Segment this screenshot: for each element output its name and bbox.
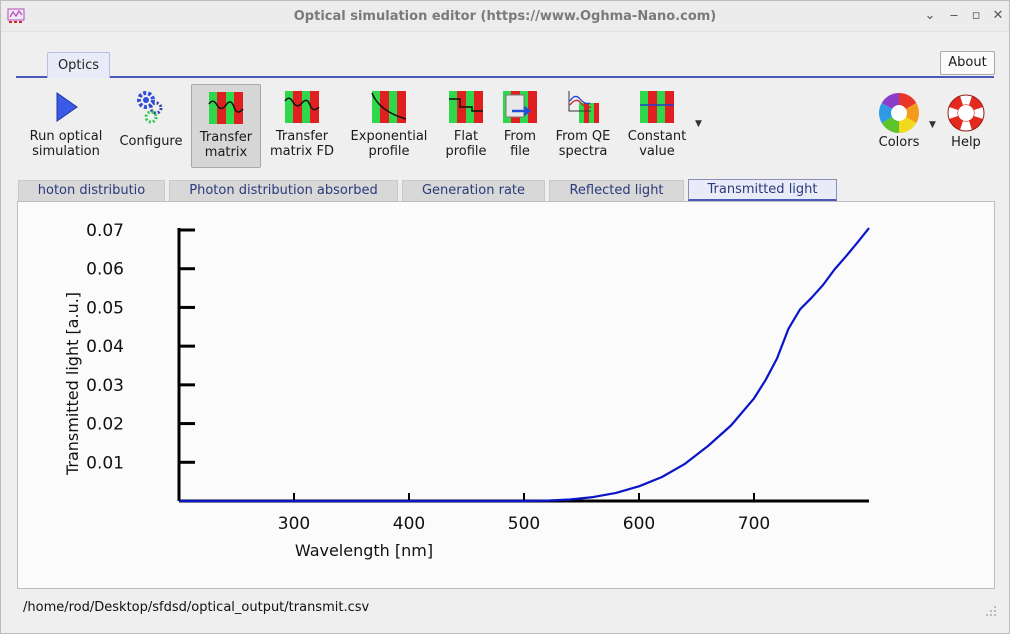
- color-wheel-icon: [879, 93, 919, 133]
- exponential-profile-label: Exponential profile: [350, 129, 428, 159]
- maximize-icon[interactable]: ▫: [971, 8, 981, 23]
- tab-generation-rate[interactable]: Generation rate: [402, 180, 545, 201]
- transfer-matrix-fd-label: Transfer matrix FD: [270, 129, 334, 159]
- constant-value-label: Constant value: [627, 129, 687, 159]
- x-tick-label: 500: [508, 514, 540, 534]
- transfer-matrix-fd-icon: [284, 91, 320, 123]
- transfer-matrix-button[interactable]: Transfer matrix: [191, 84, 261, 168]
- minimize-icon[interactable]: ‒: [949, 8, 959, 23]
- help-label: Help: [951, 135, 981, 150]
- from-file-button[interactable]: From file: [497, 84, 543, 168]
- tab-optics[interactable]: Optics: [47, 52, 110, 78]
- qe-spectra-icon: [568, 91, 599, 123]
- title-bar: Optical simulation editor (https://www.O…: [1, 1, 1009, 32]
- flat-profile-button[interactable]: Flat profile: [439, 84, 493, 168]
- constant-value-button[interactable]: Constant value: [623, 84, 691, 168]
- colors-label: Colors: [878, 135, 920, 150]
- configure-label: Configure: [119, 134, 183, 149]
- plot-panel[interactable]: 0.01 0.02 0.03 0.04 0.05 0.06 0.07 300 400 500 600…: [17, 201, 995, 589]
- colors-dropdown-icon[interactable]: ▼: [929, 120, 936, 130]
- tab-photon-distribution[interactable]: hoton distributio: [18, 180, 165, 201]
- status-file-path: /home/rod/Desktop/sfdsd/optical_output/t…: [23, 600, 370, 615]
- x-axis-label: Wavelength [nm]: [295, 541, 433, 560]
- y-tick-label: 0.02: [86, 415, 124, 435]
- y-axis-label: Transmitted light [a.u.]: [63, 292, 82, 476]
- play-icon: [56, 92, 78, 122]
- x-tick-label: 600: [623, 514, 655, 534]
- lifebuoy-icon: [947, 94, 985, 132]
- flat-profile-icon: [449, 91, 483, 123]
- gears-icon: [137, 91, 163, 124]
- ribbon-tab-bar: Optics: [16, 51, 994, 78]
- exponential-profile-icon: [371, 91, 407, 123]
- constant-value-icon: [640, 91, 674, 123]
- x-tick-label: 700: [738, 514, 770, 534]
- app-logo-icon: [7, 8, 25, 23]
- from-file-label: From file: [503, 129, 537, 159]
- help-button[interactable]: Help: [941, 84, 991, 168]
- tab-transmitted-light[interactable]: Transmitted light: [688, 179, 837, 201]
- tab-photon-distribution-absorbed[interactable]: Photon distribution absorbed: [169, 180, 398, 201]
- y-tick-label: 0.03: [86, 376, 124, 396]
- resize-grip-icon[interactable]: [985, 605, 997, 617]
- x-tick-label: 300: [278, 514, 310, 534]
- chevron-down-icon[interactable]: ⌄: [924, 8, 936, 23]
- y-tick-label: 0.01: [86, 453, 124, 473]
- configure-button[interactable]: Configure: [115, 84, 187, 168]
- x-tick-label: 400: [393, 514, 425, 534]
- colors-button[interactable]: Colors: [873, 84, 925, 168]
- run-optical-simulation-button[interactable]: Run optical simulation: [21, 84, 111, 168]
- from-qe-spectra-label: From QE spectra: [555, 129, 611, 159]
- y-tick-label: 0.07: [86, 221, 124, 241]
- series-line-0: [179, 227, 870, 503]
- exponential-profile-button[interactable]: Exponential profile: [345, 84, 433, 168]
- from-file-icon: [503, 91, 537, 123]
- y-tick-label: 0.06: [86, 260, 124, 280]
- close-icon[interactable]: ✕: [992, 8, 1004, 23]
- about-button[interactable]: About: [940, 51, 995, 75]
- toolbar-overflow-icon[interactable]: ▼: [695, 119, 702, 129]
- transmitted-light-chart[interactable]: 0.01 0.02 0.03 0.04 0.05 0.06 0.07 300 400 500 600…: [18, 202, 994, 588]
- tab-reflected-light[interactable]: Reflected light: [549, 180, 684, 201]
- flat-profile-label: Flat profile: [445, 129, 487, 159]
- run-optical-simulation-label: Run optical simulation: [29, 129, 103, 159]
- from-qe-spectra-button[interactable]: From QE spectra: [549, 84, 617, 168]
- y-tick-label: 0.05: [86, 298, 124, 318]
- transfer-matrix-label: Transfer matrix: [199, 130, 253, 160]
- transfer-matrix-icon: [208, 92, 244, 124]
- transfer-matrix-fd-button[interactable]: Transfer matrix FD: [265, 84, 339, 168]
- window-title: Optical simulation editor (https://www.O…: [293, 9, 717, 24]
- y-tick-label: 0.04: [86, 337, 124, 357]
